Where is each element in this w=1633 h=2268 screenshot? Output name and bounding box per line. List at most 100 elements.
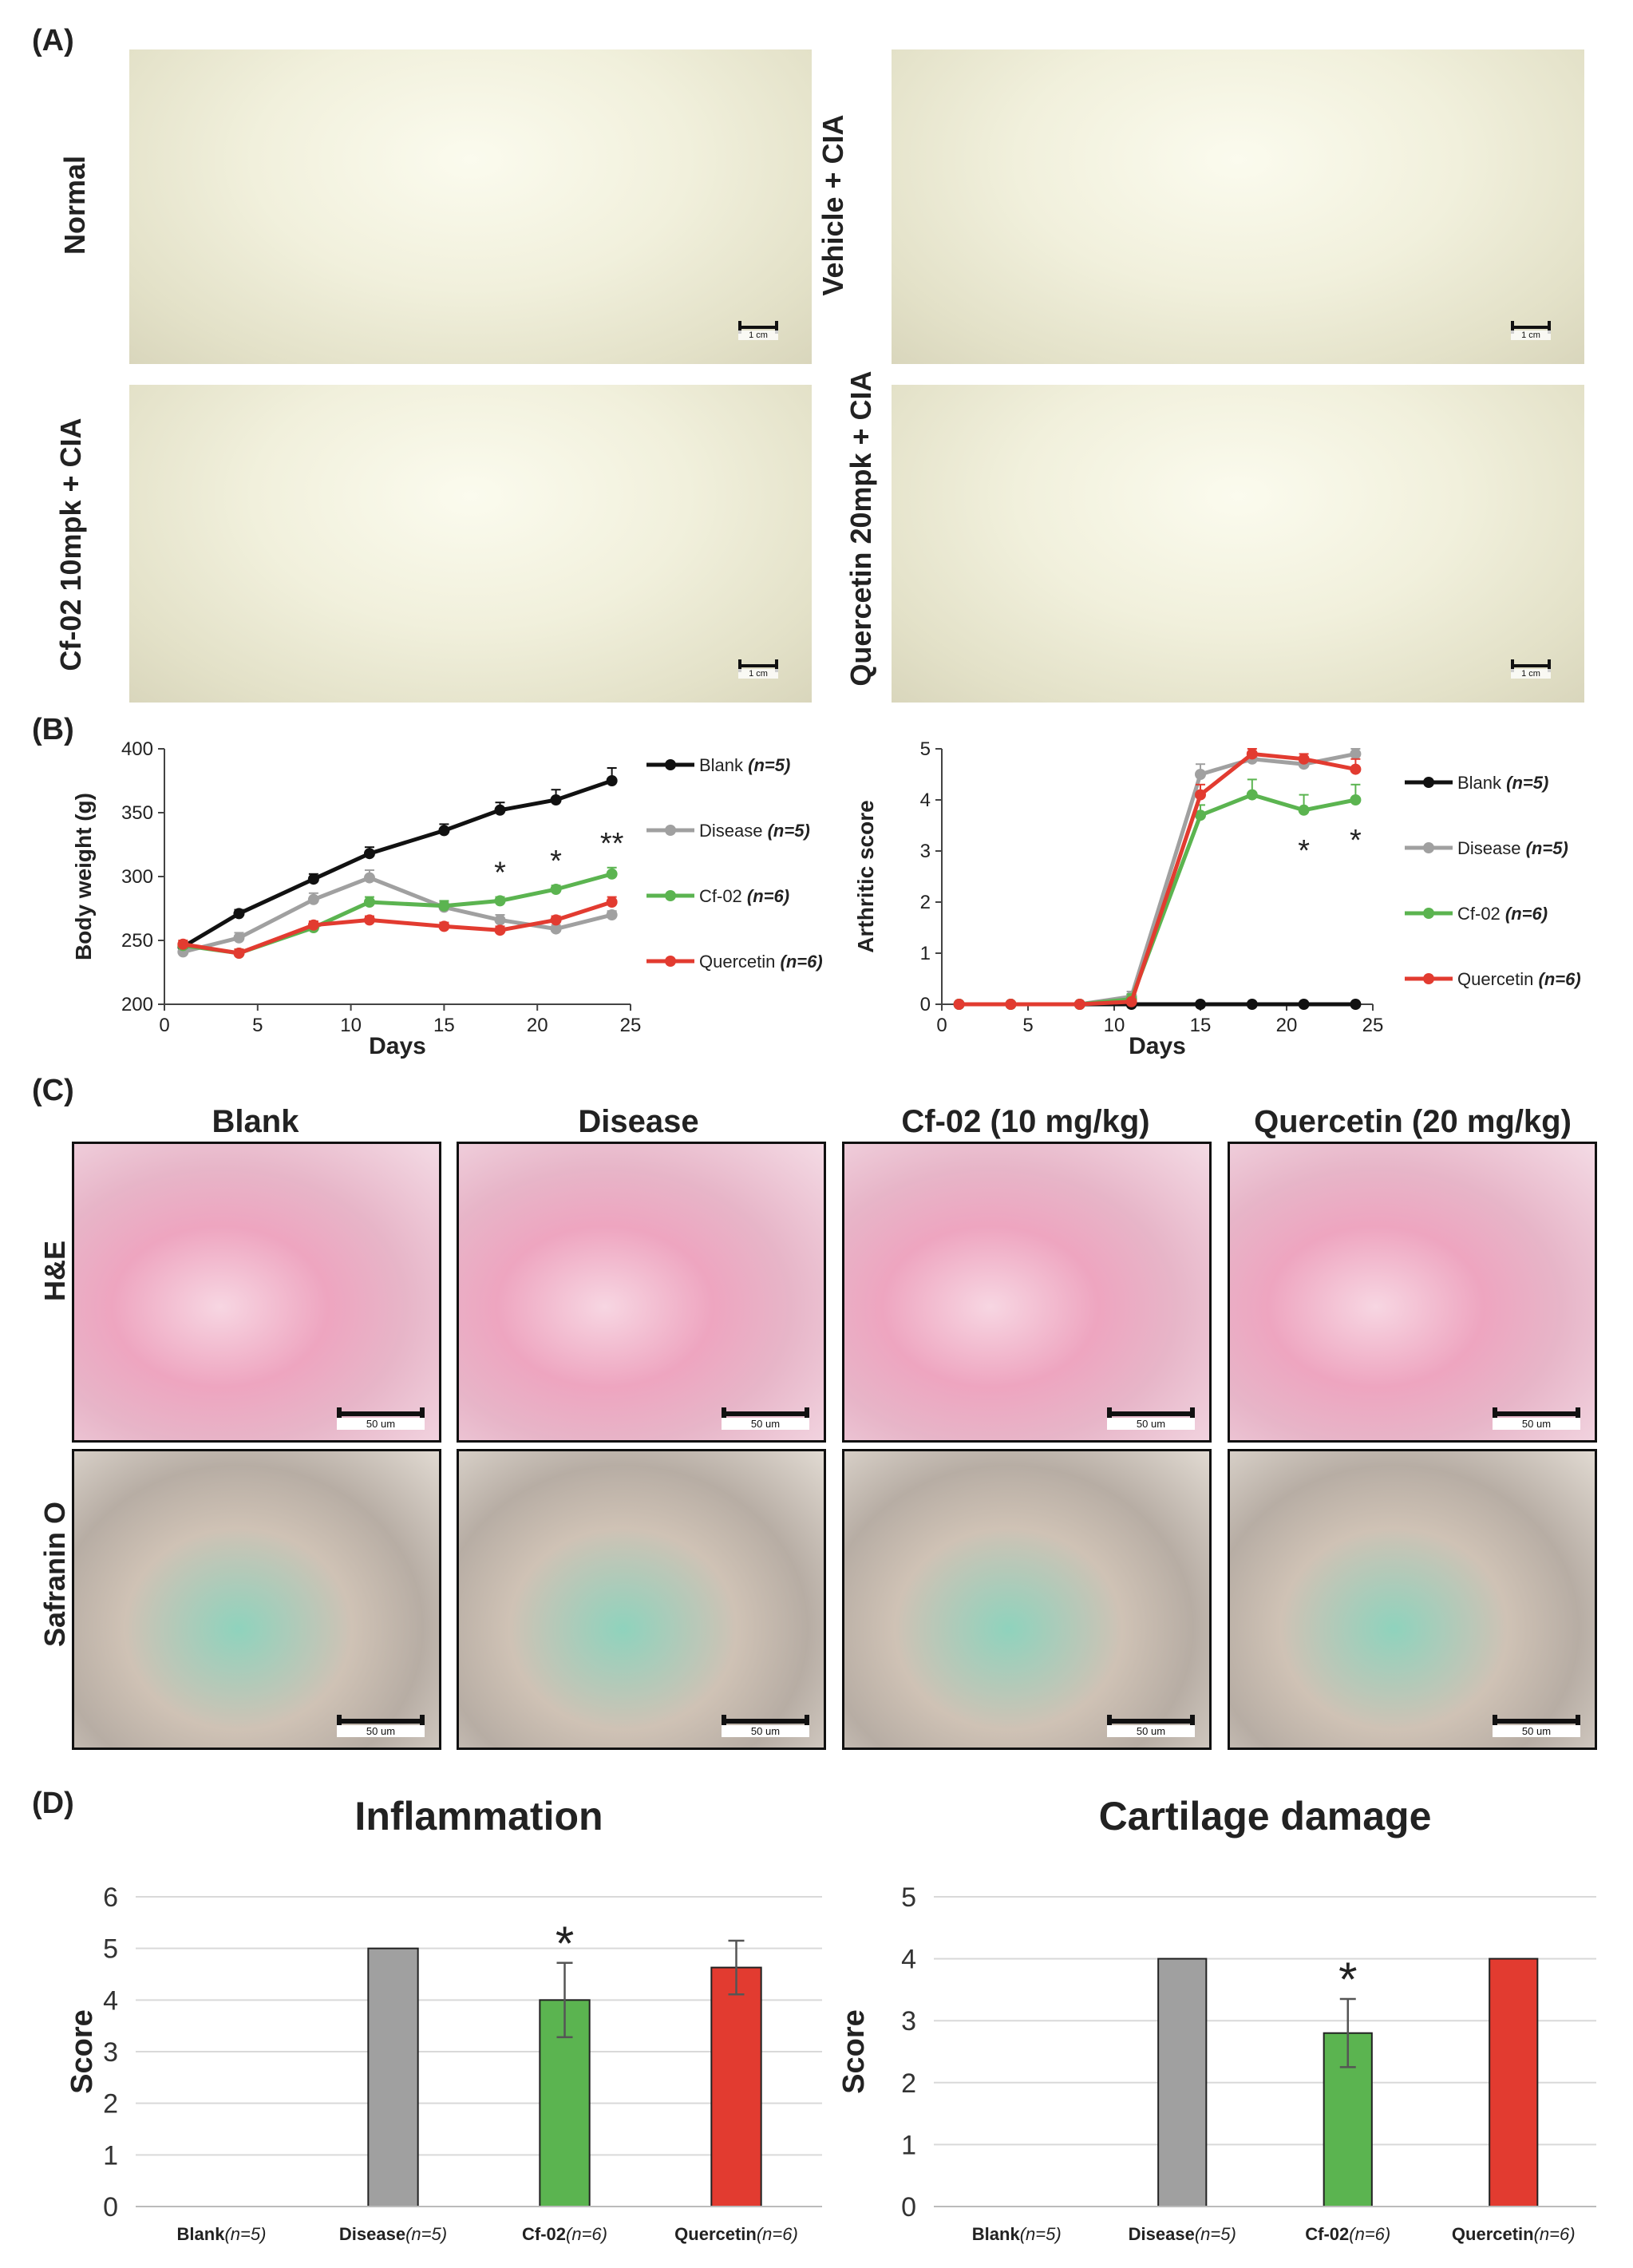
y-axis-label: Score	[837, 2009, 871, 2094]
legend-marker-blank	[665, 759, 676, 770]
legend-label-cf-02: Cf-02 (n=6)	[699, 886, 789, 906]
y-tick-label: 4	[920, 790, 931, 811]
legend-label-quercetin: Quercetin (n=6)	[1457, 969, 1581, 989]
histo-scale-bar: 50 um	[722, 1715, 809, 1737]
legend-marker-disease	[1423, 842, 1434, 853]
photo-scale-bar: 1 cm	[738, 659, 778, 680]
histo-scale-bar: 50 um	[337, 1715, 425, 1737]
y-tick-label: 5	[920, 738, 931, 760]
category-label-cf-02: Cf-02(n=6)	[1305, 2224, 1390, 2244]
y-tick-label: 300	[121, 866, 153, 888]
data-point-quercetin	[1005, 999, 1017, 1010]
legend-marker-quercetin	[665, 956, 676, 967]
data-point-cf-02	[438, 900, 450, 912]
panel-a-label: (A)	[32, 24, 74, 57]
data-point-quercetin	[953, 999, 965, 1010]
data-point-cf-02	[550, 884, 562, 895]
data-point-blank	[307, 873, 319, 885]
arthritic-score-chart: 0 1 2 3 4 5 0 5 10 15 20 25 Days Arthritic score Blank…	[853, 738, 1581, 1059]
data-point-disease	[550, 923, 562, 935]
histo-he-blank: 50 um	[72, 1142, 441, 1443]
body-weight-chart: 200 250 300 350 400 0 5 10 15 20 25 Days Body weight…	[72, 738, 823, 1059]
data-point-cf-02	[1350, 794, 1362, 805]
photo-label-quercetin: Quercetin 20mpk + CIA	[844, 370, 877, 687]
chart-title: Cartilage damage	[1099, 1794, 1432, 1839]
significance-marker: *	[494, 857, 506, 890]
y-tick-label: 1	[901, 2130, 916, 2160]
x-tick-label: 25	[620, 1015, 642, 1036]
data-point-quercetin	[1074, 999, 1085, 1010]
bar-disease	[367, 1947, 419, 2208]
legend-marker-blank	[1423, 777, 1434, 788]
data-point-quercetin	[438, 920, 450, 932]
legend-label-disease: Disease (n=5)	[1457, 838, 1568, 858]
series-line-blank	[182, 778, 613, 949]
y-tick-label: 200	[121, 994, 153, 1015]
y-tick-label: 2	[103, 2089, 118, 2120]
x-tick-label: 5	[252, 1015, 263, 1036]
data-point-blank	[606, 775, 618, 786]
histo-col-quercetin: Quercetin (20 mg/kg)	[1254, 1104, 1572, 1139]
y-tick-label: 3	[920, 841, 931, 862]
data-point-quercetin	[606, 897, 618, 908]
x-tick-label: 10	[340, 1015, 362, 1036]
series-line-cf-02	[959, 792, 1356, 1007]
data-point-quercetin	[1350, 763, 1362, 775]
category-label-blank: Blank(n=5)	[177, 2224, 267, 2244]
y-tick-label: 3	[103, 2037, 118, 2068]
x-tick-label: 25	[1362, 1015, 1384, 1036]
significance-marker: *	[1338, 1953, 1357, 2006]
cartilage-damage-chart: Cartilage damage 0 1 2 3 4 5 Score Blank(n=5) Dis…	[837, 1794, 1596, 2244]
category-label-cf-02: Cf-02(n=6)	[522, 2224, 607, 2244]
legend-label-disease: Disease (n=5)	[699, 821, 810, 841]
data-point-quercetin	[307, 919, 319, 931]
legend-label-quercetin: Quercetin (n=6)	[699, 952, 823, 972]
histo-col-blank: Blank	[212, 1104, 299, 1139]
data-point-blank	[1350, 999, 1362, 1010]
photo-label-cf02: Cf-02 10mpk + CIA	[54, 418, 87, 671]
series-line-disease	[182, 875, 613, 954]
y-tick-label: 3	[901, 2006, 916, 2036]
histo-scale-bar: 50 um	[1107, 1407, 1195, 1430]
histo-row-safranin: Safranin O	[38, 1501, 71, 1648]
photo-cf02-cia: 1 cm	[129, 385, 812, 703]
histo-saf-cf02: 50 um	[842, 1449, 1212, 1750]
y-tick-label: 0	[901, 2192, 916, 2222]
histo-scale-bar: 50 um	[1493, 1407, 1580, 1430]
x-tick-label: 0	[159, 1015, 169, 1036]
x-tick-label: 15	[1190, 1015, 1212, 1036]
photo-scale-bar: 1 cm	[1511, 659, 1551, 680]
legend-marker-disease	[665, 825, 676, 836]
data-point-disease	[606, 909, 618, 920]
significance-marker: *	[1350, 824, 1362, 857]
panel-b-label: (B)	[32, 713, 74, 746]
x-axis-label: Days	[369, 1033, 426, 1059]
histo-col-cf02: Cf-02 (10 mg/kg)	[901, 1104, 1150, 1139]
y-tick-label: 0	[103, 2192, 118, 2222]
histo-he-disease: 50 um	[457, 1142, 826, 1443]
category-label-blank: Blank(n=5)	[972, 2224, 1062, 2244]
histo-saf-quercetin: 50 um	[1228, 1449, 1597, 1750]
data-point-disease	[1350, 748, 1362, 760]
significance-marker: *	[550, 845, 562, 878]
photo-scale-bar: 1 cm	[1511, 321, 1551, 342]
x-tick-label: 20	[1276, 1015, 1298, 1036]
series-line-quercetin	[182, 900, 613, 956]
photo-quercetin-cia: 1 cm	[892, 385, 1584, 703]
y-axis-label: Score	[65, 2009, 99, 2094]
x-tick-label: 20	[527, 1015, 548, 1036]
legend-marker-cf-02	[665, 890, 676, 901]
data-point-quercetin	[1298, 753, 1310, 765]
y-axis-label: Arthritic score	[853, 800, 878, 952]
histo-scale-bar: 50 um	[1107, 1715, 1195, 1737]
histo-scale-bar: 50 um	[337, 1407, 425, 1430]
bar-disease	[1157, 1957, 1208, 2207]
bar-quercetin	[710, 1966, 762, 2208]
data-point-quercetin	[1125, 995, 1137, 1007]
y-tick-label: 1	[103, 2140, 118, 2171]
photo-label-normal: Normal	[58, 155, 91, 255]
photo-normal: 1 cm	[129, 49, 812, 364]
y-tick-label: 250	[121, 930, 153, 952]
category-label-disease: Disease(n=5)	[1129, 2224, 1236, 2244]
data-point-blank	[550, 794, 562, 805]
